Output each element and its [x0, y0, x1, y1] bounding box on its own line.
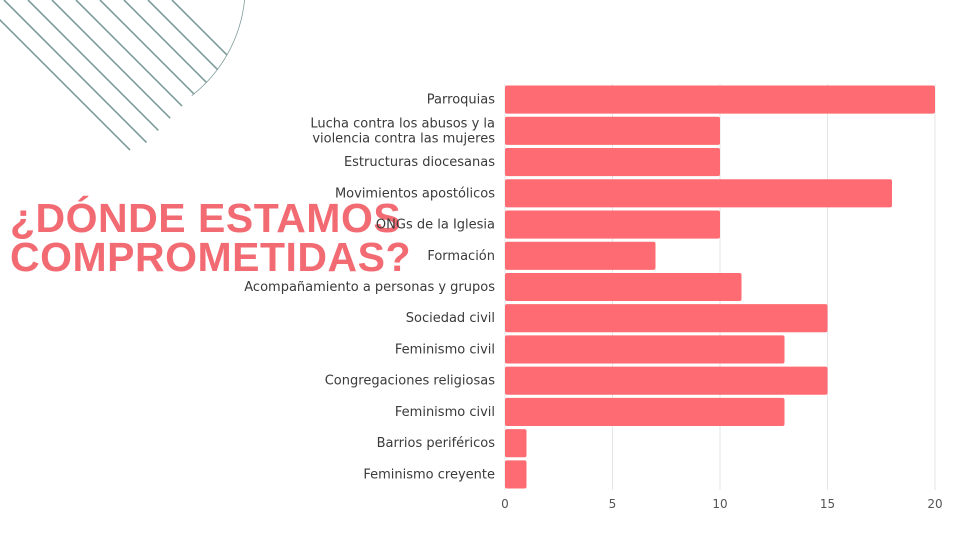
bar — [505, 397, 785, 426]
category-label: Parroquias — [427, 93, 495, 108]
decor-stripe — [147, 0, 245, 151]
bar — [505, 179, 892, 208]
bar — [505, 429, 527, 458]
bar — [505, 116, 720, 145]
bar — [505, 241, 656, 270]
category-label: ONGs de la Iglesia — [376, 218, 495, 233]
x-axis-ticks: 0 5 10 15 20 — [501, 497, 942, 511]
category-label: Movimientos apostólicos — [335, 186, 495, 201]
category-label: Formación — [427, 249, 495, 264]
bar — [505, 148, 720, 177]
decor-stripe — [3, 0, 155, 151]
category-label: Barrios periféricos — [377, 436, 496, 451]
category-label: Feminismo creyente — [363, 467, 495, 482]
decor-stripe — [0, 0, 131, 151]
bar — [505, 366, 828, 395]
decor-stripe — [99, 0, 245, 151]
bar — [505, 210, 720, 239]
decor-stripe — [123, 0, 245, 151]
decor-stripe — [51, 0, 203, 151]
category-label: Feminismo civil — [395, 405, 495, 420]
x-tick-label: 10 — [712, 497, 727, 511]
x-tick-label: 0 — [501, 497, 509, 511]
slide-title-line1: ¿DÓNDE ESTAMOS — [10, 195, 401, 241]
decorative-lines — [0, 0, 245, 151]
x-tick-label: 15 — [820, 497, 835, 511]
bar — [505, 272, 742, 302]
bar — [505, 335, 785, 364]
category-label: violencia contra las mujeres — [312, 131, 495, 146]
category-labels: Parroquias Lucha contra los abusos y lavi… — [244, 93, 495, 483]
bar-chart: Parroquias Lucha contra los abusos y lavi… — [244, 84, 943, 511]
decor-stripe — [75, 0, 227, 151]
slide-title-line2: COMPROMETIDAS? — [10, 234, 411, 280]
decor-stripe — [27, 0, 179, 151]
category-label: Sociedad civil — [406, 311, 495, 326]
category-label: Congregaciones religiosas — [325, 374, 495, 389]
decor-stripe — [171, 0, 245, 151]
category-label: Acompañamiento a personas y grupos — [244, 280, 495, 295]
category-label: Estructuras diocesanas — [344, 155, 495, 170]
bar — [505, 304, 828, 333]
x-tick-label: 20 — [927, 497, 942, 511]
decor-arc — [191, 0, 245, 97]
x-tick-label: 5 — [609, 497, 617, 511]
bars — [505, 85, 935, 489]
bar — [505, 460, 527, 489]
category-label: Feminismo civil — [395, 342, 495, 357]
category-label: Lucha contra los abusos y la — [310, 116, 495, 131]
bar — [505, 85, 935, 114]
